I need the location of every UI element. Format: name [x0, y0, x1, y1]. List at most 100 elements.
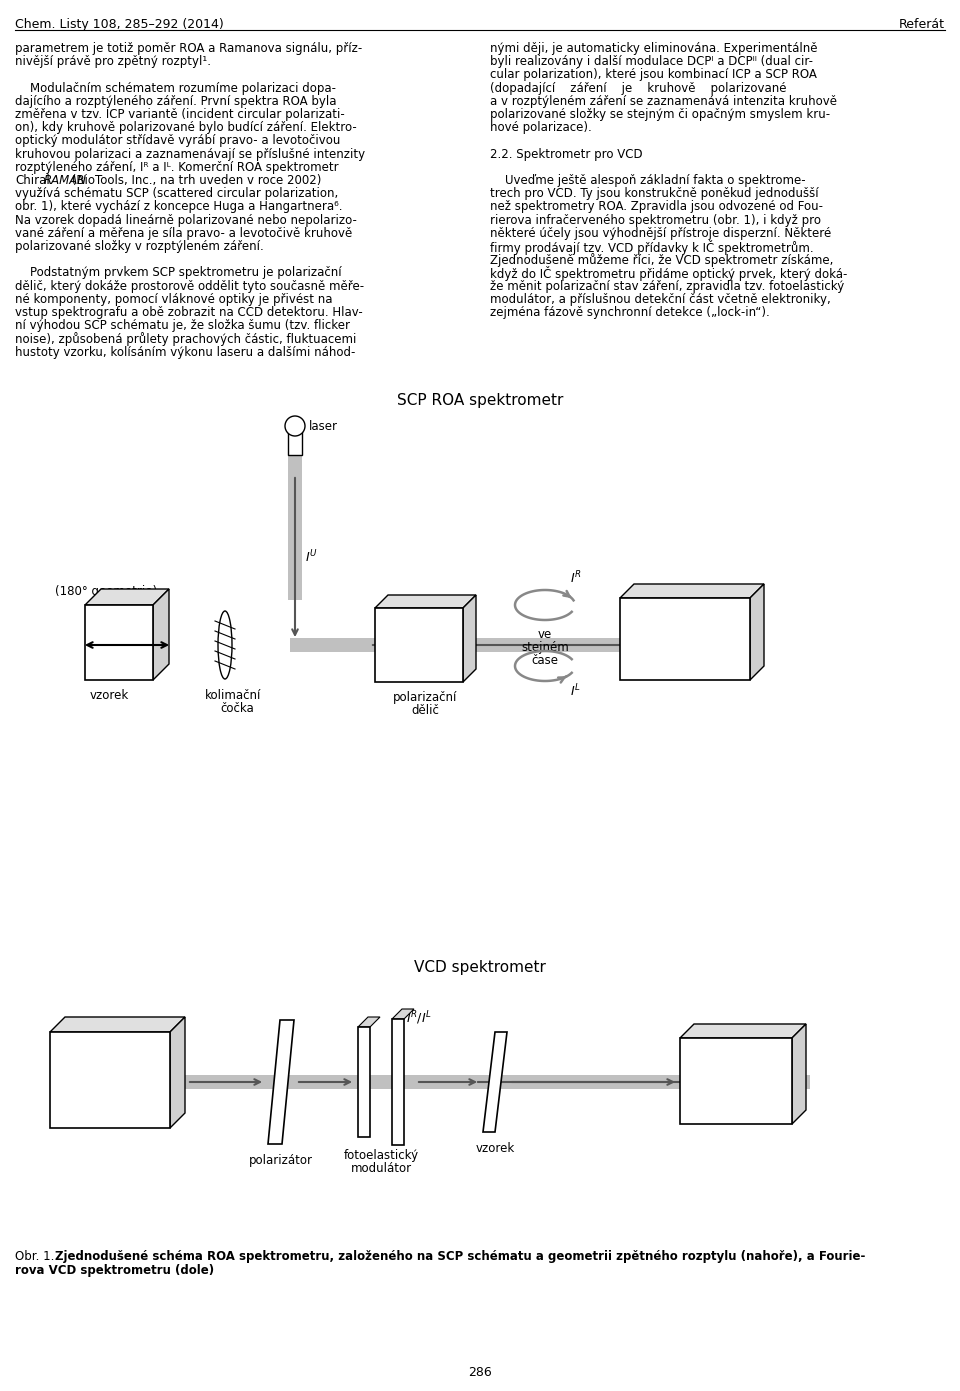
Text: $I^R/I^L$: $I^R/I^L$: [406, 1008, 432, 1027]
Text: modulátor, a příslušnou detekční část včetně elektroniky,: modulátor, a příslušnou detekční část vč…: [490, 292, 830, 306]
Text: optický modulátor střídavě vyrábí pravo- a levotočivou: optický modulátor střídavě vyrábí pravo-…: [15, 135, 341, 147]
Text: 286: 286: [468, 1366, 492, 1378]
Text: využívá schématu SCP (scattered circular polarization,: využívá schématu SCP (scattered circular…: [15, 188, 338, 200]
Text: čase: čase: [532, 654, 559, 668]
Polygon shape: [85, 588, 169, 605]
Text: některé účely jsou výhodnější přístroje disperzní. Některé: některé účely jsou výhodnější přístroje …: [490, 227, 831, 239]
FancyBboxPatch shape: [375, 608, 463, 682]
Text: polarizátor: polarizátor: [249, 1155, 313, 1167]
FancyBboxPatch shape: [175, 1075, 810, 1089]
Polygon shape: [750, 584, 764, 680]
Text: (dopadající    záření    je    kruhově    polarizované: (dopadající záření je kruhově polarizova…: [490, 82, 786, 95]
Polygon shape: [392, 1020, 404, 1145]
Text: dajícího a rozptýleného záření. První spektra ROA byla: dajícího a rozptýleného záření. První sp…: [15, 95, 337, 107]
Text: Modulačním schématem rozumíme polarizaci dopa-: Modulačním schématem rozumíme polarizaci…: [15, 82, 336, 95]
Text: parametrem je totiž poměr ROA a Ramanova signálu, příz-: parametrem je totiž poměr ROA a Ramanova…: [15, 42, 362, 56]
FancyBboxPatch shape: [85, 605, 153, 680]
Text: Obr. 1.: Obr. 1.: [15, 1251, 59, 1263]
FancyBboxPatch shape: [620, 598, 750, 680]
Text: Chem. Listy 108, 285–292 (2014): Chem. Listy 108, 285–292 (2014): [15, 18, 224, 31]
Text: $I^R$: $I^R$: [570, 570, 582, 587]
Text: kolimační: kolimační: [205, 689, 261, 702]
Polygon shape: [392, 1008, 414, 1020]
Polygon shape: [792, 1024, 806, 1124]
Polygon shape: [463, 595, 476, 682]
Text: změřena v tzv. ICP variantě (incident circular polarizati-: změřena v tzv. ICP variantě (incident ci…: [15, 108, 345, 121]
Text: vstup spektrografu a obě zobrazit na CCD detektoru. Hlav-: vstup spektrografu a obě zobrazit na CCD…: [15, 306, 363, 319]
Text: byli realizovány i další modulace DCPᴵ a DCPᴵᴵ (dual cir-: byli realizovány i další modulace DCPᴵ a…: [490, 56, 813, 68]
Circle shape: [285, 416, 305, 435]
Text: rierova infračerveného spektrometru (obr. 1), i když pro: rierova infračerveného spektrometru (obr…: [490, 214, 821, 227]
Text: nivější právě pro zpětný rozptyl¹.: nivější právě pro zpětný rozptyl¹.: [15, 56, 211, 68]
Text: polarizované složky v rozptýleném záření.: polarizované složky v rozptýleném záření…: [15, 241, 264, 253]
Text: noise), způsobená průlety prachových částic, fluktuacemi: noise), způsobená průlety prachových čás…: [15, 332, 356, 346]
Polygon shape: [483, 1032, 507, 1132]
FancyBboxPatch shape: [50, 1032, 170, 1128]
Text: spektrometr: spektrometr: [74, 1077, 147, 1089]
Text: CCD detektor: CCD detektor: [652, 636, 732, 650]
Text: vzorek: vzorek: [475, 1142, 515, 1155]
Text: Zjednodušeně můžeme říci, že VCD spektrometr získáme,: Zjednodušeně můžeme říci, že VCD spektro…: [490, 253, 833, 267]
Text: $I^L$: $I^L$: [570, 683, 581, 700]
Text: $I^U$: $I^U$: [305, 548, 318, 565]
Text: trech pro VCD. Ty jsou konstrukčně poněkud jednodušší: trech pro VCD. Ty jsou konstrukčně poněk…: [490, 188, 819, 200]
Text: modulátor: modulátor: [350, 1161, 412, 1175]
Text: Podstatným prvkem SCP spektrometru je polarizační: Podstatným prvkem SCP spektrometru je po…: [15, 267, 342, 280]
Text: VCD spektrometr: VCD spektrometr: [414, 960, 546, 975]
Text: dělič, který dokáže prostorově oddělit tyto současně měře-: dělič, který dokáže prostorově oddělit t…: [15, 280, 364, 292]
Text: SCP ROA spektrometr: SCP ROA spektrometr: [396, 394, 564, 408]
Text: Chiral: Chiral: [15, 174, 50, 186]
Polygon shape: [358, 1017, 380, 1027]
Polygon shape: [358, 1027, 370, 1136]
Text: stejném: stejném: [521, 641, 569, 654]
Text: né komponenty, pomocí vláknové optiky je přivést na: né komponenty, pomocí vláknové optiky je…: [15, 292, 332, 306]
Text: kruhovou polarizaci a zaznamenávají se příslušné intenzity: kruhovou polarizaci a zaznamenávají se p…: [15, 147, 365, 160]
Text: obr. 1), které vychází z koncepce Huga a Hangartnera⁶.: obr. 1), které vychází z koncepce Huga a…: [15, 200, 343, 213]
Text: on), kdy kruhově polarizované bylo budící záření. Elektro-: on), kdy kruhově polarizované bylo budíc…: [15, 121, 357, 134]
Text: zejména fázově synchronní detekce („lock-in“).: zejména fázově synchronní detekce („lock…: [490, 306, 770, 319]
Text: polarizované složky se stejným či opačným smyslem kru-: polarizované složky se stejným či opačný…: [490, 108, 830, 121]
Text: když do IČ spektrometru přidáme optický prvek, který doká-: když do IČ spektrometru přidáme optický …: [490, 267, 848, 281]
Text: RAMAN: RAMAN: [44, 174, 86, 186]
FancyBboxPatch shape: [288, 427, 302, 455]
Text: spektrograf a: spektrograf a: [653, 623, 732, 636]
Text: fotoelastický: fotoelastický: [344, 1149, 419, 1161]
Polygon shape: [620, 584, 764, 598]
Polygon shape: [153, 588, 169, 680]
Text: Zjednodušené schéma ROA spektrometru, založeného na SCP schématu a geometrii zpě: Zjednodušené schéma ROA spektrometru, za…: [55, 1251, 865, 1263]
Text: dělič: dělič: [411, 704, 439, 716]
Text: a v rozptýleném záření se zaznamenává intenzita kruhově: a v rozptýleném záření se zaznamenává in…: [490, 95, 837, 107]
Polygon shape: [680, 1024, 806, 1038]
Text: hustoty vzorku, kolísáním výkonu laseru a dalšími náhod-: hustoty vzorku, kolísáním výkonu laseru …: [15, 345, 355, 359]
Text: nými ději, je automaticky eliminována. Experimentálně: nými ději, je automaticky eliminována. E…: [490, 42, 818, 56]
Text: (BioTools, Inc., na trh uveden v roce 2002): (BioTools, Inc., na trh uveden v roce 20…: [67, 174, 321, 186]
Polygon shape: [375, 595, 476, 608]
Polygon shape: [170, 1017, 185, 1128]
Text: 2.2. Spektrometr pro VCD: 2.2. Spektrometr pro VCD: [490, 147, 642, 160]
FancyBboxPatch shape: [290, 638, 755, 652]
Text: Referát: Referát: [899, 18, 945, 31]
Text: než spektrometry ROA. Zpravidla jsou odvozené od Fou-: než spektrometry ROA. Zpravidla jsou odv…: [490, 200, 823, 213]
Text: detektor: detektor: [718, 1072, 768, 1086]
Text: Uveďme ještě alespoň základní fakta o spektrome-: Uveďme ještě alespoň základní fakta o sp…: [490, 174, 805, 186]
Text: FTIR: FTIR: [97, 1061, 123, 1075]
Text: ní výhodou SCP schématu je, že složka šumu (tzv. flicker: ní výhodou SCP schématu je, že složka šu…: [15, 319, 350, 332]
Text: (180° geometrie): (180° geometrie): [55, 586, 157, 598]
Polygon shape: [50, 1017, 185, 1032]
Text: polarizační: polarizační: [393, 691, 457, 704]
Text: firmy prodávají tzv. VCD přídavky k IČ spektrometrům.: firmy prodávají tzv. VCD přídavky k IČ s…: [490, 241, 814, 255]
Polygon shape: [268, 1020, 294, 1143]
Text: Na vzorek dopadá lineárně polarizované nebo nepolarizo-: Na vzorek dopadá lineárně polarizované n…: [15, 214, 357, 227]
Text: že měnit polarizační stav záření, zpravidla tzv. fotoelastický: že měnit polarizační stav záření, zpravi…: [490, 280, 844, 292]
Text: čočka: čočka: [220, 702, 253, 715]
Text: vzorek: vzorek: [90, 689, 130, 702]
FancyBboxPatch shape: [680, 1038, 792, 1124]
Text: rova VCD spektrometru (dole): rova VCD spektrometru (dole): [15, 1264, 214, 1277]
Text: cular polarization), které jsou kombinací ICP a SCP ROA: cular polarization), které jsou kombinac…: [490, 68, 817, 82]
Ellipse shape: [218, 611, 232, 679]
Text: laser: laser: [309, 420, 338, 433]
Text: hové polarizace).: hové polarizace).: [490, 121, 591, 134]
Text: vané záření a měřena je síla pravo- a levotočivě kruhově: vané záření a měřena je síla pravo- a le…: [15, 227, 352, 239]
Text: rozptýleného záření, Iᴿ a Iᴸ. Komerční ROA spektrometr: rozptýleného záření, Iᴿ a Iᴸ. Komerční R…: [15, 161, 339, 174]
FancyBboxPatch shape: [288, 445, 302, 600]
